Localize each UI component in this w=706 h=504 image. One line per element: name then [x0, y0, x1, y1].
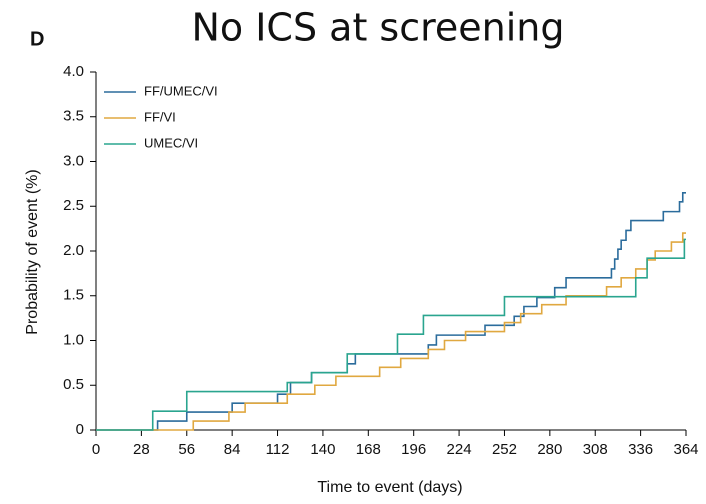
y-tick-label: 1.5 [63, 287, 84, 304]
panel-letter: D [30, 28, 44, 50]
y-tick-label: 0.5 [63, 376, 84, 393]
x-tick-label: 28 [133, 441, 150, 458]
y-tick-label: 1.0 [63, 331, 84, 348]
legend-label: UMEC/VI [144, 135, 198, 150]
x-tick-label: 84 [224, 441, 241, 458]
x-tick-label: 168 [356, 441, 381, 458]
x-tick-label: 336 [628, 441, 653, 458]
y-tick-label: 4.0 [63, 63, 84, 80]
x-tick-label: 364 [673, 441, 698, 458]
y-axis-label: Probability of event (%) [24, 169, 41, 334]
legend-label: FF/UMEC/VI [144, 83, 218, 98]
x-tick-label: 252 [492, 441, 517, 458]
y-tick-label: 3.5 [63, 108, 84, 125]
x-tick-label: 308 [583, 441, 608, 458]
y-tick-label: 2.5 [63, 197, 84, 214]
x-tick-label: 196 [401, 441, 426, 458]
y-tick-label: 0 [76, 421, 84, 438]
x-tick-label: 280 [537, 441, 562, 458]
x-axis-label: Time to event (days) [317, 479, 462, 496]
series-line [96, 192, 686, 431]
y-tick-label: 2.0 [63, 242, 84, 259]
series-line [96, 238, 686, 431]
x-tick-label: 0 [92, 441, 100, 458]
x-tick-label: 224 [447, 441, 472, 458]
series-line [96, 232, 686, 431]
x-tick-label: 140 [310, 441, 335, 458]
legend-label: FF/VI [144, 109, 176, 124]
chart-title: No ICS at screening [191, 6, 564, 50]
y-tick-label: 3.0 [63, 152, 84, 169]
x-tick-label: 112 [266, 441, 290, 458]
x-tick-label: 56 [178, 441, 195, 458]
